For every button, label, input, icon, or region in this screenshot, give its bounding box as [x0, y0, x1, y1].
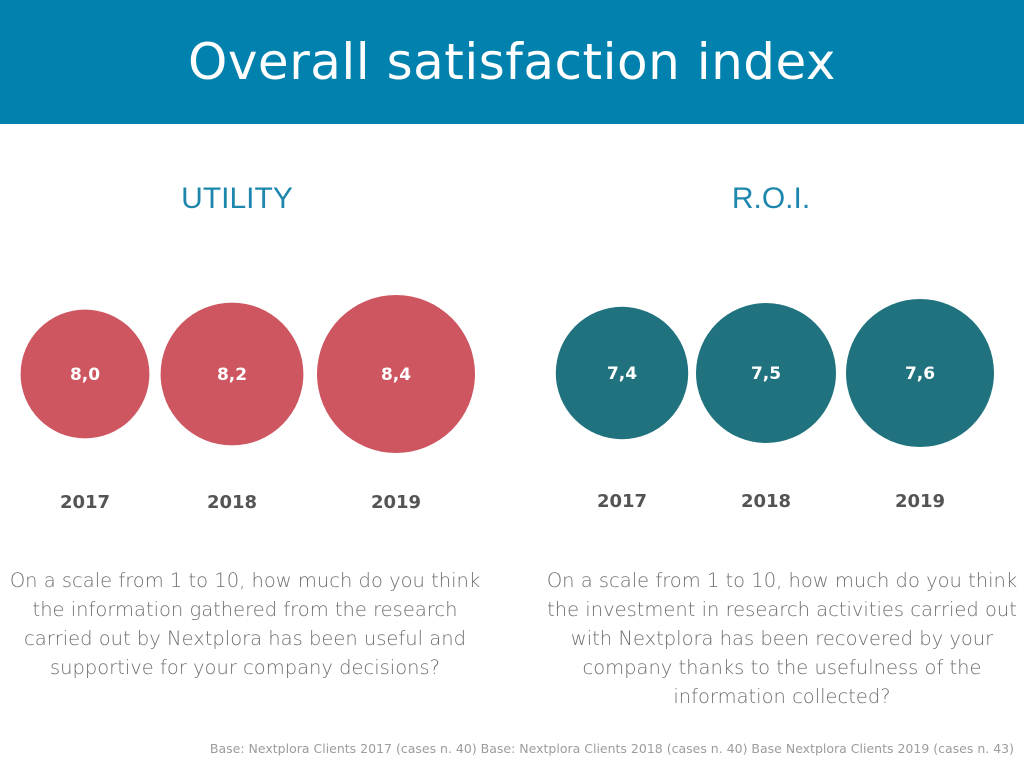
bubble-2017 — [555, 306, 689, 440]
roi-title: R.O.I. — [731, 182, 811, 215]
bubble-2017 — [20, 309, 150, 439]
bubble-2019 — [317, 295, 475, 453]
utility-question: On a scale from 1 to 10, how much do you… — [9, 569, 481, 679]
bubble-2018 — [160, 302, 304, 446]
page-title: Overall satisfaction index — [187, 33, 836, 91]
bubble-2018 — [696, 303, 836, 443]
year-label-2019: 2019 — [371, 492, 421, 513]
bubble-2019 — [846, 299, 994, 447]
footnote: Base: Nextplora Clients 2017 (cases n. 4… — [209, 741, 1014, 756]
value-label-2019: 7,6 — [905, 364, 935, 384]
utility-title: UTILITY — [181, 182, 293, 215]
year-label-2018: 2018 — [741, 491, 791, 512]
header-bar: Overall satisfaction index — [0, 0, 1024, 124]
bubble-chart: 8,0 2017 8,2 2018 8,4 2019 7,4 2017 7,5 2018 7,6 20… — [20, 295, 994, 513]
value-label-2019: 8,4 — [381, 365, 411, 385]
year-label-2017: 2017 — [597, 491, 647, 512]
value-label-2018: 8,2 — [217, 365, 247, 385]
series-utility: 8,0 2017 8,2 2018 8,4 2019 — [20, 295, 475, 513]
series-r-o-i-: 7,4 2017 7,5 2018 7,6 2019 — [555, 299, 994, 512]
roi-question: On a scale from 1 to 10, how much do you… — [546, 569, 1018, 708]
value-label-2017: 8,0 — [70, 365, 100, 385]
value-label-2017: 7,4 — [607, 364, 637, 384]
year-label-2018: 2018 — [207, 492, 257, 513]
value-label-2018: 7,5 — [751, 364, 781, 384]
year-label-2017: 2017 — [60, 492, 110, 513]
year-label-2019: 2019 — [895, 491, 945, 512]
